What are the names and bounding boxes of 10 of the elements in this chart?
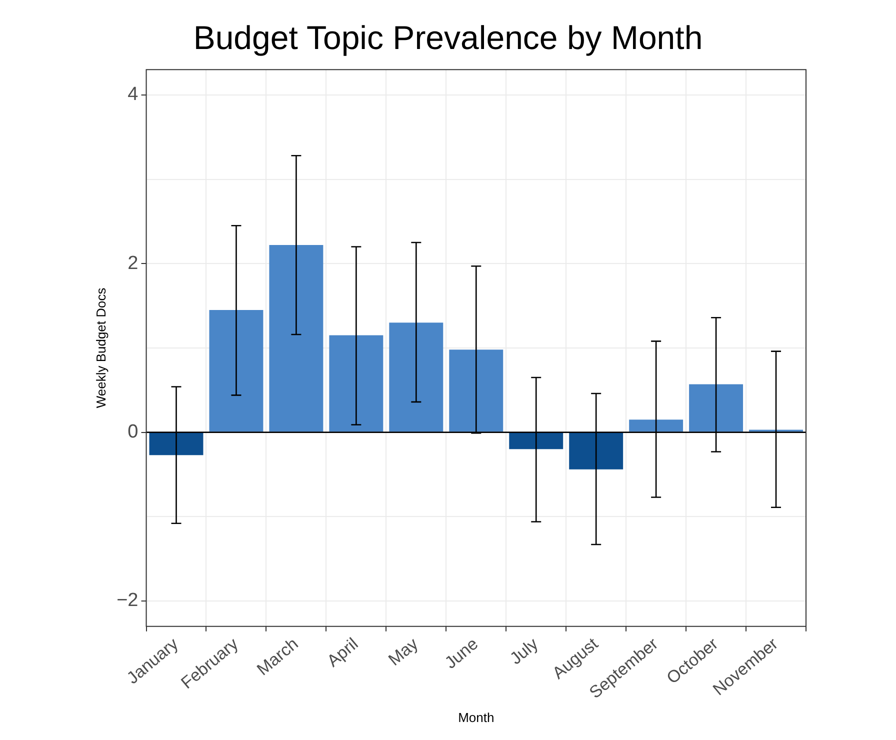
y-tick-label: −2 [116, 590, 138, 612]
chart-title: Budget Topic Prevalence by Month [193, 18, 703, 56]
x-tick-label: June [441, 634, 482, 672]
y-tick-label: 4 [128, 84, 139, 106]
x-axis-title: Month [458, 710, 494, 725]
x-tick-label: July [506, 634, 542, 668]
y-axis-title: Weekly Budget Docs [93, 287, 108, 408]
y-tick-label: 0 [128, 422, 138, 443]
y-tick-label: 2 [128, 252, 138, 274]
x-tick-label: May [384, 634, 422, 670]
